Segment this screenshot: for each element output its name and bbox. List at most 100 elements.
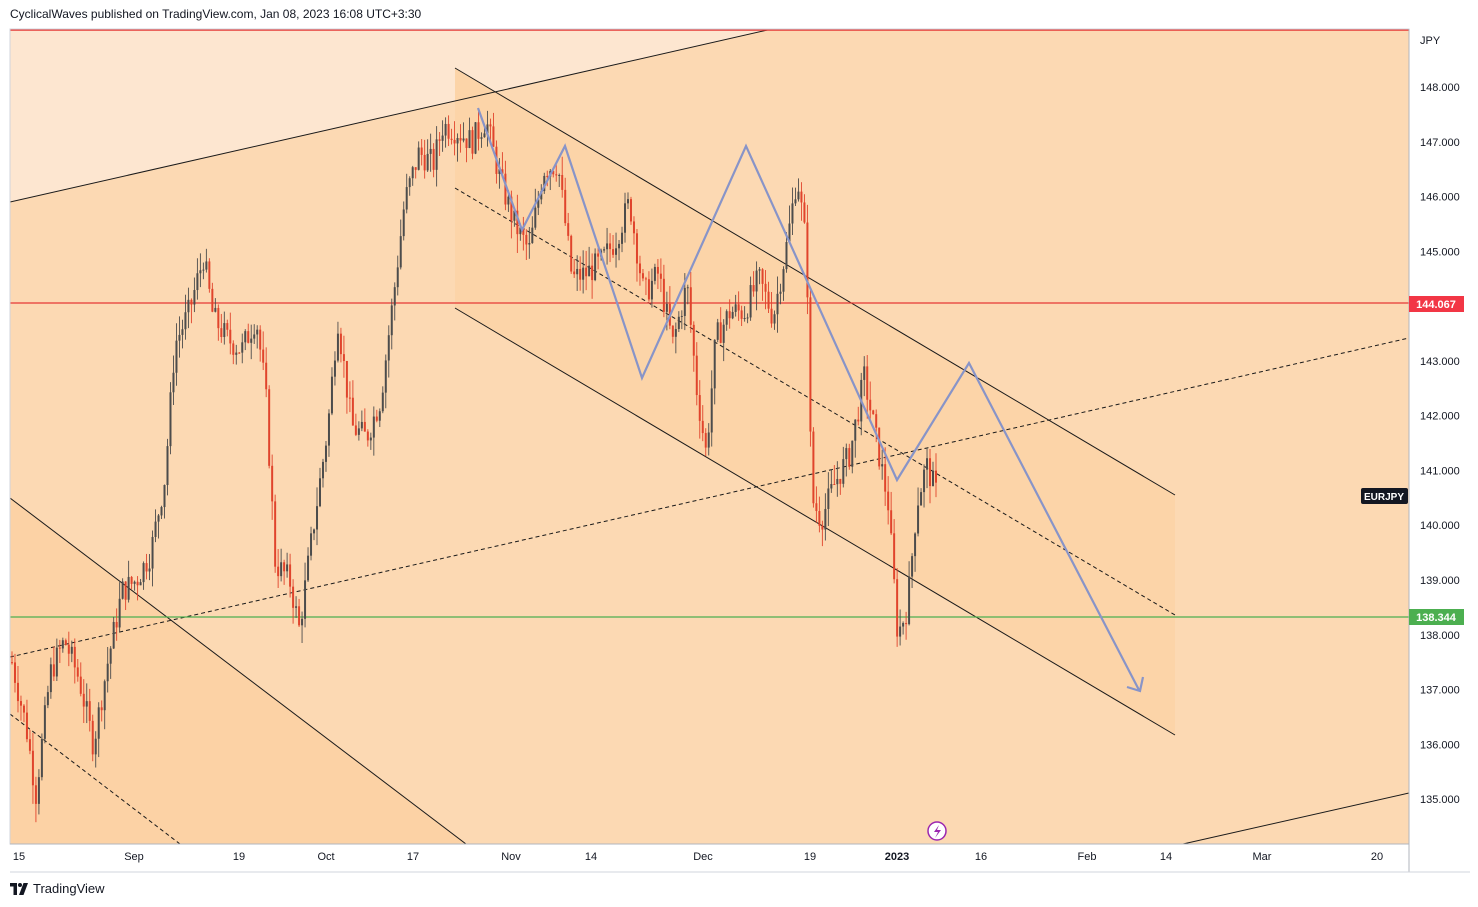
candle [348, 381, 351, 413]
candle [686, 284, 689, 305]
candle [629, 196, 632, 225]
candle [932, 461, 935, 487]
candle [579, 256, 582, 291]
candle [812, 427, 815, 508]
candle [82, 679, 85, 724]
candle [417, 141, 420, 171]
candle [396, 255, 399, 296]
candle [528, 227, 531, 259]
candle [710, 370, 713, 447]
candle [872, 409, 875, 415]
candle [698, 380, 701, 439]
candle [603, 246, 606, 253]
candle [411, 165, 414, 186]
candle [824, 493, 827, 541]
candle [764, 270, 767, 310]
candle [588, 246, 591, 277]
candle [656, 259, 659, 290]
candle [878, 427, 881, 470]
candle [555, 163, 558, 182]
candle [695, 342, 698, 406]
x-tick-label: 2023 [885, 851, 909, 863]
rising-channel-mid-line [10, 337, 1409, 658]
candle [345, 360, 348, 414]
x-tick-label: Nov [501, 851, 521, 863]
candle [283, 559, 286, 585]
candle [749, 276, 752, 321]
candle [28, 729, 31, 755]
publish-info: CyclicalWaves published on TradingView.c… [10, 7, 422, 21]
candle [914, 532, 917, 572]
candle [465, 138, 468, 163]
candle [863, 356, 866, 397]
candle [920, 488, 923, 506]
candle [531, 216, 534, 244]
candle [256, 325, 259, 349]
price-axis[interactable]: JPY 135.000136.000137.000138.000139.0001… [1361, 29, 1464, 872]
candle [193, 277, 196, 313]
x-tick-label: Sep [124, 851, 144, 863]
candle [40, 733, 43, 781]
candle [339, 327, 342, 363]
plot-area[interactable] [9, 28, 1410, 845]
x-tick-label: Oct [317, 851, 334, 863]
candle [157, 513, 160, 539]
candle [624, 192, 627, 243]
candle [214, 298, 217, 313]
candle [178, 316, 181, 358]
candle [638, 255, 641, 286]
candle [217, 304, 220, 341]
candle [313, 528, 316, 541]
x-tick-label: 17 [407, 851, 419, 863]
candle [582, 250, 585, 294]
candle [821, 520, 824, 547]
candle [199, 253, 202, 288]
lightning-icon[interactable] [927, 821, 947, 841]
time-axis[interactable]: 15 Sep 19 Oct 17 Nov 14 Dec 19 2023 16 Feb 14 Mar 20 [10, 843, 1470, 873]
candle [172, 355, 175, 405]
candle [453, 121, 456, 156]
candle [441, 120, 444, 152]
y-tick-label: 139.000 [1420, 575, 1460, 587]
x-tick-label: Feb [1078, 851, 1097, 863]
candle [809, 290, 812, 447]
candle [537, 190, 540, 216]
candle [839, 478, 842, 495]
candle [522, 216, 525, 251]
candle [70, 640, 73, 663]
x-tick-label: 16 [975, 851, 987, 863]
candle [606, 227, 609, 265]
descending-channel-fill [455, 68, 1175, 735]
candle [632, 216, 635, 245]
candle [713, 339, 716, 405]
candle [115, 608, 118, 641]
symbol-label: EURJPY [1364, 492, 1404, 503]
candle [851, 440, 854, 474]
candle [444, 117, 447, 148]
candle [734, 294, 737, 317]
candle [881, 449, 884, 480]
candle [127, 560, 130, 603]
candle [794, 187, 797, 207]
candle [399, 219, 402, 270]
candle [190, 298, 193, 324]
candle [154, 509, 157, 543]
projection-path [476, 107, 1140, 691]
candle [375, 409, 378, 423]
candle [268, 385, 271, 469]
candle [492, 112, 495, 147]
candle [926, 447, 929, 489]
candle [423, 139, 426, 179]
candle [746, 313, 749, 324]
candle [758, 267, 761, 285]
footer: TradingView [10, 881, 105, 896]
candle [88, 688, 91, 732]
candle [674, 322, 677, 354]
candle [722, 319, 725, 362]
y-tick-label: 147.000 [1420, 137, 1460, 149]
y-tick-label: 136.000 [1420, 739, 1460, 751]
candle [899, 609, 902, 646]
candle [265, 347, 268, 398]
candle [295, 596, 298, 618]
